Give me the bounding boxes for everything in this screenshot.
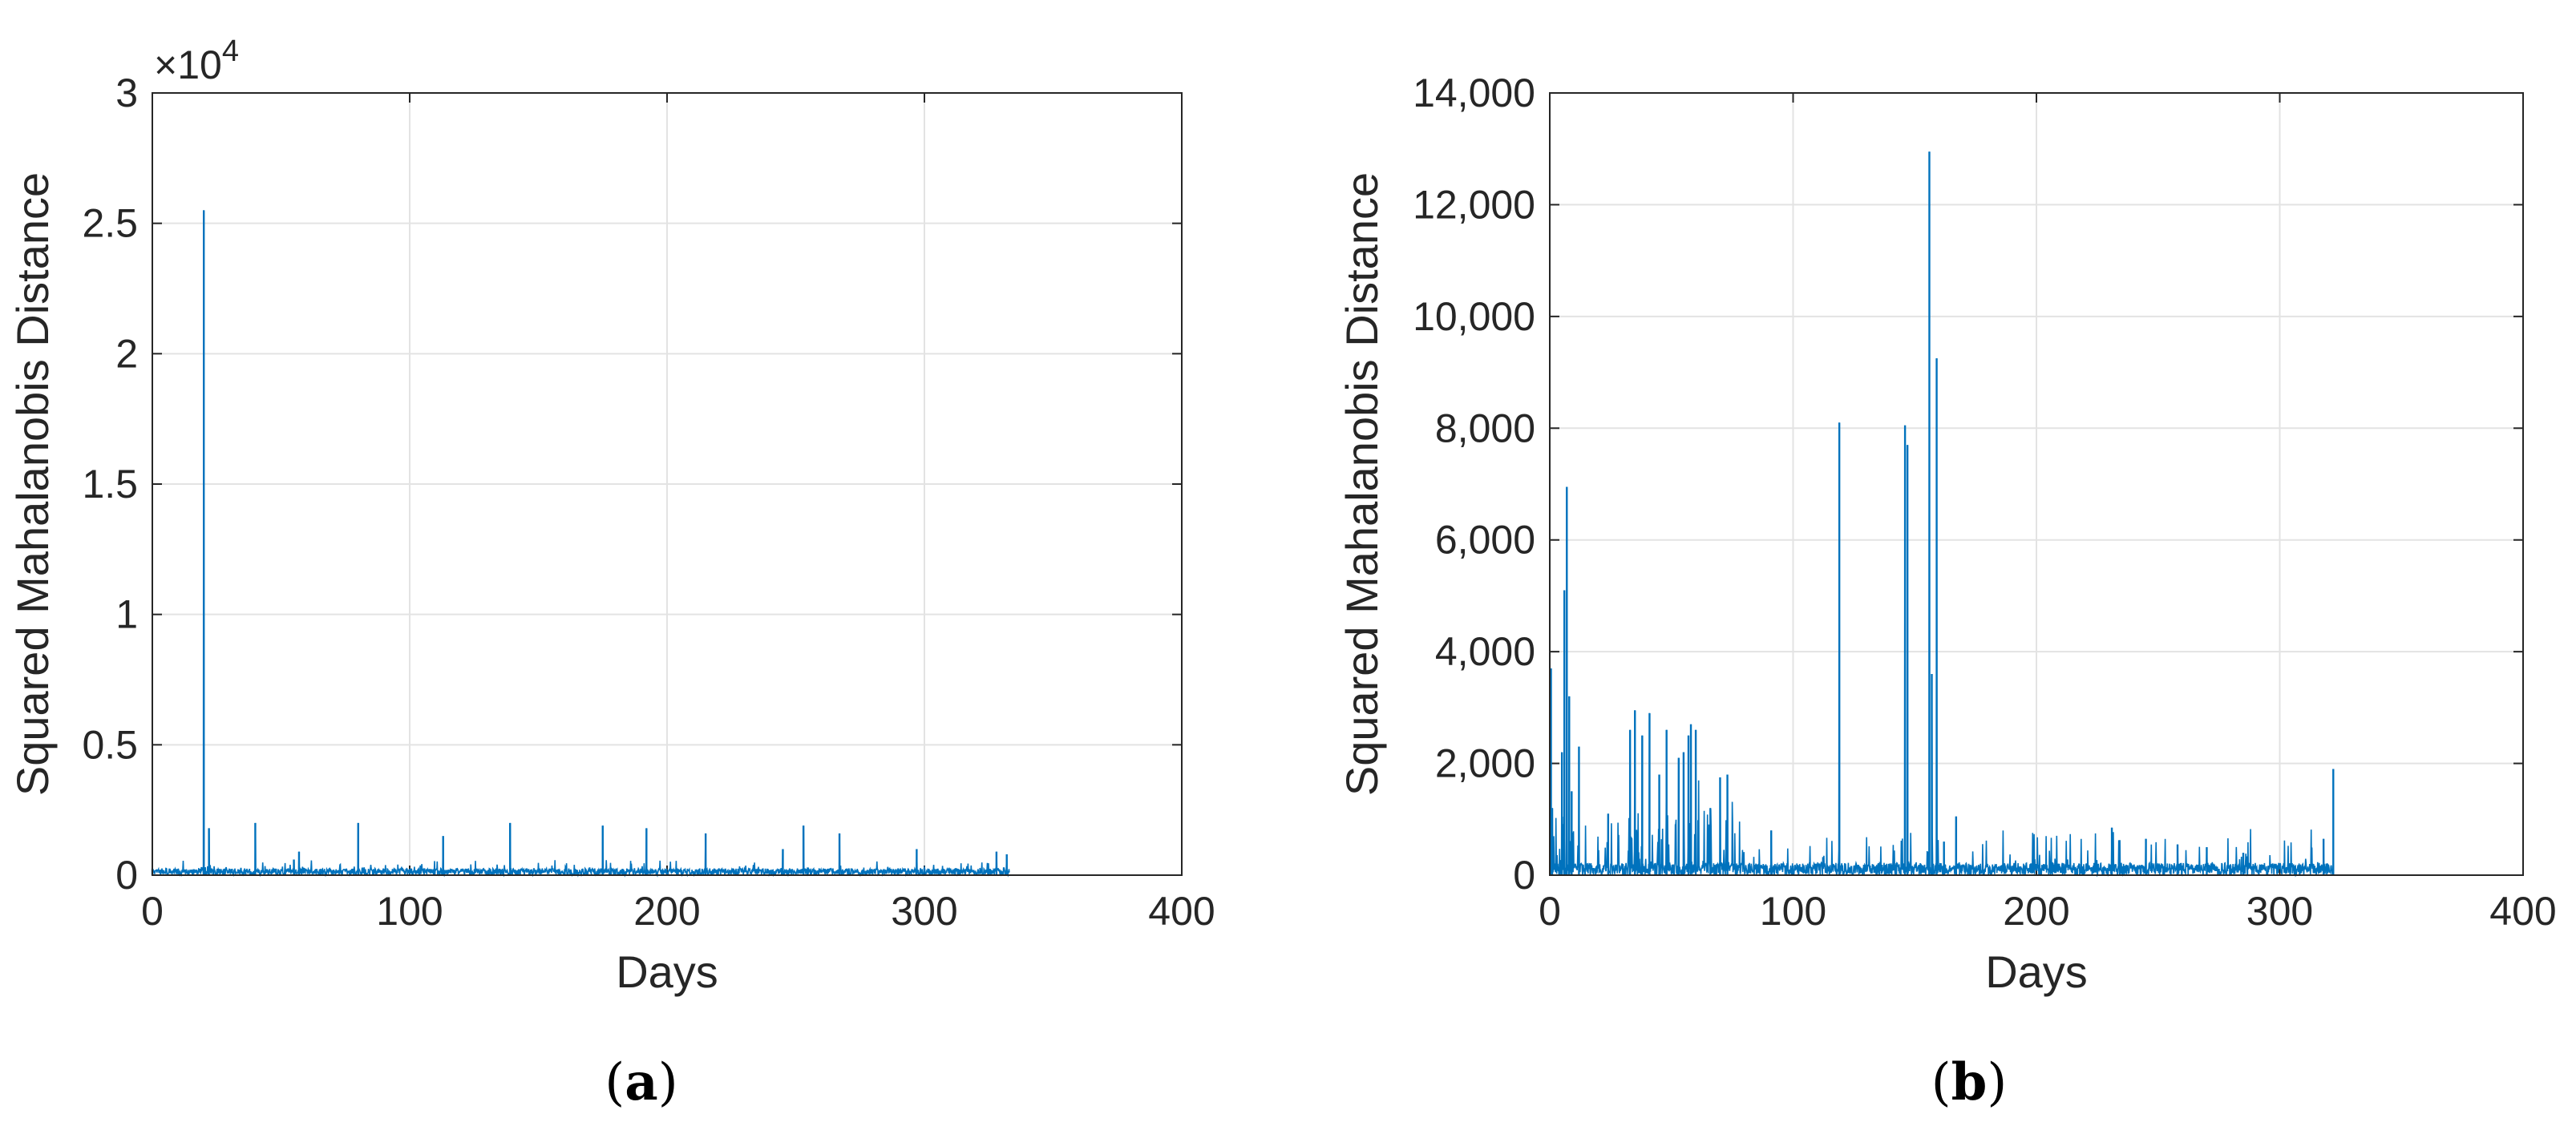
x-tick-label: 300 bbox=[891, 889, 957, 934]
x-axis-label: Days bbox=[1985, 946, 2088, 997]
y-tick-label: 3 bbox=[115, 71, 138, 115]
x-tick-label: 0 bbox=[1539, 889, 1561, 934]
y-tick-label: 1 bbox=[115, 592, 138, 637]
x-axis-label: Days bbox=[616, 946, 718, 997]
x-tick-label: 200 bbox=[633, 889, 700, 934]
axes-box bbox=[1549, 92, 2524, 876]
y-tick-label: 0.5 bbox=[82, 722, 138, 767]
y-axis-label: Squared Mahalanobis Distance bbox=[7, 172, 58, 796]
y-tick-label: 4,000 bbox=[1435, 629, 1535, 674]
y-tick-label: 14,000 bbox=[1413, 71, 1535, 115]
x-tick-label: 200 bbox=[2003, 889, 2069, 934]
y-tick-label: 2 bbox=[115, 331, 138, 376]
chart-panel-b: 0 100 200 300 400 0 2,000 4,000 6,000 8,000 10,000… bbox=[1337, 71, 2557, 1112]
y-axis-label: Squared Mahalanobis Distance bbox=[1337, 172, 1387, 796]
y-tick-label: 12,000 bbox=[1413, 182, 1535, 227]
subfigure-label: (a) bbox=[605, 1052, 677, 1112]
x-tick-label: 0 bbox=[141, 889, 164, 934]
y-exponent-label: ×104 bbox=[154, 34, 239, 87]
y-tick-label: 10,000 bbox=[1413, 294, 1535, 339]
y-tick-label: 8,000 bbox=[1435, 406, 1535, 450]
x-tick-label: 300 bbox=[2246, 889, 2313, 934]
x-tick-label: 100 bbox=[376, 889, 443, 934]
y-tick-label: 6,000 bbox=[1435, 518, 1535, 563]
y-tick-label: 0 bbox=[1513, 853, 1535, 898]
x-tick-label: 400 bbox=[1148, 889, 1215, 934]
data-series-line bbox=[1549, 151, 2334, 878]
y-tick-label: 2.5 bbox=[82, 201, 138, 246]
x-tick-label: 400 bbox=[2489, 889, 2556, 934]
y-tick-label: 0 bbox=[115, 853, 138, 898]
axes-box bbox=[152, 92, 1183, 876]
y-tick-label: 1.5 bbox=[82, 462, 138, 507]
x-tick-label: 100 bbox=[1760, 889, 1826, 934]
chart-panel-a: 0 100 200 300 400 0 0.5 1 1.5 2 2.5 3 ×104 Days Square… bbox=[7, 34, 1215, 1112]
subfigure-label: (b) bbox=[1931, 1052, 2008, 1112]
y-tick-label: 2,000 bbox=[1435, 741, 1535, 786]
